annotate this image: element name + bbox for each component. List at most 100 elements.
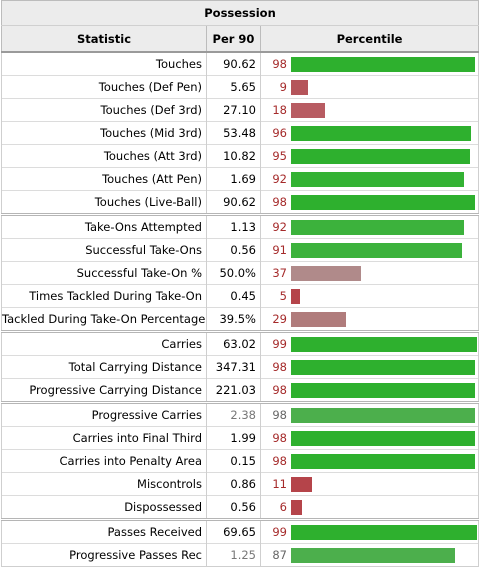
per90-cell: 0.86 bbox=[206, 472, 261, 496]
percentile-cell: 98 bbox=[259, 355, 479, 379]
percentile-bar bbox=[291, 219, 464, 235]
table-row: Touches (Def Pen) 5.65 9 bbox=[1, 75, 479, 99]
percentile-bar bbox=[291, 56, 475, 72]
table-row: Carries into Penalty Area 0.15 98 bbox=[1, 449, 479, 473]
percentile-bar bbox=[291, 125, 471, 141]
percentile-cell: 98 bbox=[259, 378, 479, 403]
per90-cell: 0.56 bbox=[206, 495, 261, 520]
stat-name-cell: Take-Ons Attempted bbox=[1, 213, 207, 239]
percentile-cell: 98 bbox=[259, 190, 479, 215]
stat-name-cell: Touches bbox=[1, 51, 207, 76]
percentile-bar bbox=[291, 311, 346, 327]
percentile-bar bbox=[291, 171, 464, 187]
table-body: Touches 90.62 98 Touches (Def Pen) 5.65 9 Touc… bbox=[1, 51, 479, 567]
percentile-value: 6 bbox=[279, 500, 287, 514]
percentile-bar bbox=[291, 476, 312, 492]
per90-cell: 2.38 bbox=[206, 401, 261, 427]
per90-cell: 90.62 bbox=[206, 190, 261, 215]
table-row: Touches (Mid 3rd) 53.48 96 bbox=[1, 121, 479, 145]
stat-name-cell: Touches (Live-Ball) bbox=[1, 190, 207, 215]
percentile-cell: 98 bbox=[259, 426, 479, 450]
percentile-value: 98 bbox=[272, 195, 287, 209]
table-row: Touches (Live-Ball) 90.62 98 bbox=[1, 190, 479, 215]
table-row: Successful Take-On % 50.0% 37 bbox=[1, 261, 479, 285]
percentile-value: 91 bbox=[272, 243, 287, 257]
percentile-bar bbox=[291, 547, 455, 563]
col-header-per90[interactable]: Per 90 bbox=[206, 25, 261, 53]
per90-cell: 69.65 bbox=[206, 518, 261, 544]
table-row: Progressive Carrying Distance 221.03 98 bbox=[1, 378, 479, 403]
per90-cell: 1.25 bbox=[206, 543, 261, 567]
stat-name-cell: Total Carrying Distance bbox=[1, 355, 207, 379]
per90-cell: 5.65 bbox=[206, 75, 261, 99]
table-row: Dispossessed 0.56 6 bbox=[1, 495, 479, 520]
per90-cell: 347.31 bbox=[206, 355, 261, 379]
table-caption: Possession bbox=[0, 0, 479, 26]
stat-name-cell: Touches (Def Pen) bbox=[1, 75, 207, 99]
percentile-value: 99 bbox=[272, 337, 287, 351]
percentile-bar bbox=[291, 524, 477, 540]
per90-cell: 90.62 bbox=[206, 51, 261, 76]
stat-name-cell: Successful Take-On % bbox=[1, 261, 207, 285]
table-row: Touches 90.62 98 bbox=[1, 51, 479, 76]
percentile-cell: 98 bbox=[259, 449, 479, 473]
percentile-value: 11 bbox=[272, 477, 287, 491]
percentile-value: 18 bbox=[272, 103, 287, 117]
per90-cell: 27.10 bbox=[206, 98, 261, 122]
stat-name-cell: Carries into Penalty Area bbox=[1, 449, 207, 473]
stat-name-cell: Carries bbox=[1, 330, 207, 356]
table-row: Total Carrying Distance 347.31 98 bbox=[1, 355, 479, 379]
table-row: Touches (Att 3rd) 10.82 95 bbox=[1, 144, 479, 168]
table-row: Touches (Att Pen) 1.69 92 bbox=[1, 167, 479, 191]
percentile-cell: 99 bbox=[259, 518, 479, 544]
percentile-cell: 99 bbox=[259, 330, 479, 356]
stat-name-cell: Miscontrols bbox=[1, 472, 207, 496]
percentile-bar bbox=[291, 359, 475, 375]
stat-name-cell: Touches (Def 3rd) bbox=[1, 98, 207, 122]
percentile-value: 98 bbox=[272, 431, 287, 445]
percentile-bar bbox=[291, 102, 325, 118]
percentile-value: 96 bbox=[272, 126, 287, 140]
percentile-value: 9 bbox=[279, 80, 287, 94]
stat-name-cell: Touches (Att 3rd) bbox=[1, 144, 207, 168]
percentile-cell: 98 bbox=[259, 401, 479, 427]
percentile-bar bbox=[291, 382, 475, 398]
percentile-value: 5 bbox=[279, 289, 287, 303]
percentile-cell: 98 bbox=[259, 51, 479, 76]
table-row: Take-Ons Attempted 1.13 92 bbox=[1, 213, 479, 239]
percentile-cell: 92 bbox=[259, 213, 479, 239]
percentile-value: 98 bbox=[272, 408, 287, 422]
percentile-cell: 5 bbox=[259, 284, 479, 308]
table-row: Progressive Passes Rec 1.25 87 bbox=[1, 543, 479, 567]
percentile-bar bbox=[291, 499, 302, 515]
per90-cell: 10.82 bbox=[206, 144, 261, 168]
table-row: Miscontrols 0.86 11 bbox=[1, 472, 479, 496]
percentile-value: 29 bbox=[272, 312, 287, 326]
table-row: Passes Received 69.65 99 bbox=[1, 518, 479, 544]
table-row: Tackled During Take-On Percentage 39.5% 29 bbox=[1, 307, 479, 332]
percentile-bar bbox=[291, 453, 475, 469]
per90-cell: 50.0% bbox=[206, 261, 261, 285]
stat-name-cell: Successful Take-Ons bbox=[1, 238, 207, 262]
percentile-value: 87 bbox=[272, 548, 287, 562]
percentile-bar bbox=[291, 242, 462, 258]
table-row: Times Tackled During Take-On 0.45 5 bbox=[1, 284, 479, 308]
table-row: Progressive Carries 2.38 98 bbox=[1, 401, 479, 427]
stat-name-cell: Touches (Mid 3rd) bbox=[1, 121, 207, 145]
per90-cell: 0.56 bbox=[206, 238, 261, 262]
percentile-value: 98 bbox=[272, 454, 287, 468]
percentile-cell: 95 bbox=[259, 144, 479, 168]
percentile-cell: 29 bbox=[259, 307, 479, 332]
stat-name-cell: Progressive Passes Rec bbox=[1, 543, 207, 567]
col-header-percentile[interactable]: Percentile bbox=[259, 25, 479, 53]
percentile-value: 92 bbox=[272, 172, 287, 186]
stat-name-cell: Times Tackled During Take-On bbox=[1, 284, 207, 308]
percentile-bar bbox=[291, 336, 477, 352]
percentile-cell: 11 bbox=[259, 472, 479, 496]
percentile-bar bbox=[291, 288, 300, 304]
per90-cell: 0.15 bbox=[206, 449, 261, 473]
percentile-value: 98 bbox=[272, 57, 287, 71]
per90-cell: 53.48 bbox=[206, 121, 261, 145]
col-header-statistic[interactable]: Statistic bbox=[1, 25, 207, 53]
percentile-value: 98 bbox=[272, 383, 287, 397]
